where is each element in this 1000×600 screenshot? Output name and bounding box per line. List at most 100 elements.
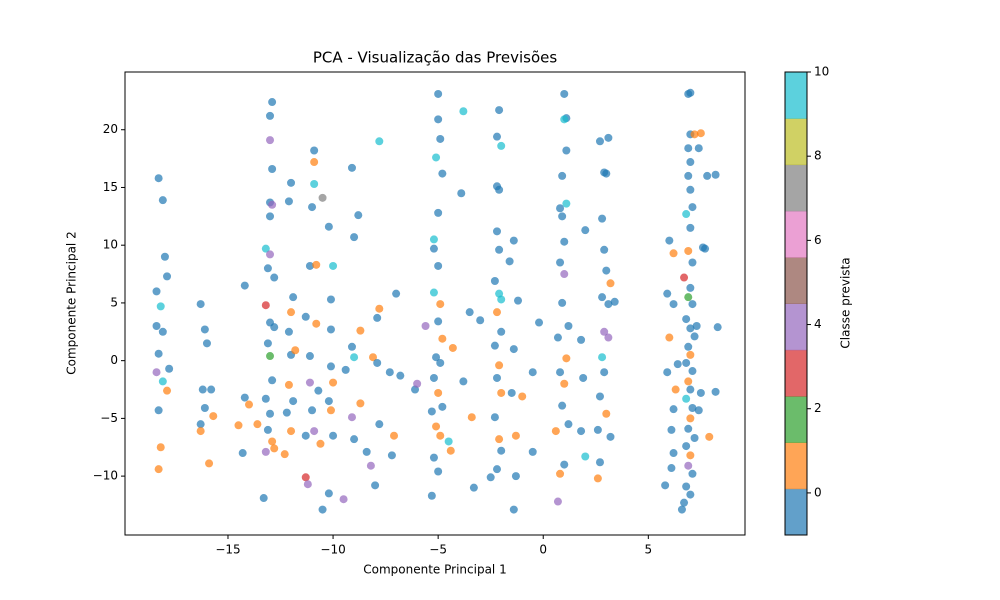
scatter-point <box>686 350 695 359</box>
scatter-point <box>266 352 275 361</box>
scatter-point <box>163 272 172 281</box>
scatter-point <box>497 388 506 397</box>
scatter-point <box>270 323 279 332</box>
scatter-point <box>556 368 565 377</box>
scatter-point <box>686 451 695 460</box>
scatter-point <box>511 472 520 481</box>
scatter-point <box>280 450 289 459</box>
scatter-point <box>469 483 478 492</box>
scatter-point <box>350 435 359 444</box>
scatter-point <box>457 189 466 198</box>
scatter-point <box>509 505 518 514</box>
scatter-point <box>261 447 270 456</box>
scatter-point <box>593 474 602 483</box>
scatter-point <box>682 442 691 451</box>
scatter-point <box>713 323 722 332</box>
scatter-point <box>268 164 277 173</box>
scatter-point <box>312 319 321 328</box>
scatter-point <box>604 300 613 309</box>
scatter-point <box>495 245 504 254</box>
scatter-point <box>682 482 691 491</box>
scatter-point <box>268 200 277 209</box>
scatter-point <box>595 137 604 146</box>
scatter-point <box>324 222 333 231</box>
scatter-point <box>196 427 205 436</box>
scatter-point <box>266 212 275 221</box>
scatter-point <box>602 266 611 275</box>
scatter-point <box>362 447 371 456</box>
colorbar-tick-label: 0 <box>814 485 822 499</box>
scatter-point <box>341 365 350 374</box>
scatter-point <box>467 413 476 422</box>
x-tick-label: −10 <box>320 543 345 557</box>
scatter-point <box>606 432 615 441</box>
scatter-point <box>287 178 296 187</box>
scatter-point <box>373 313 382 322</box>
colorbar-segment <box>785 72 807 119</box>
scatter-point <box>593 425 602 434</box>
scatter-point <box>240 281 249 290</box>
scatter-point <box>198 385 207 394</box>
scatter-point <box>354 211 363 220</box>
colorbar-tick-label: 8 <box>814 149 822 163</box>
scatter-point <box>261 244 270 253</box>
scatter-point <box>604 133 613 142</box>
scatter-point <box>429 288 438 297</box>
scatter-point <box>556 204 565 213</box>
scatter-point <box>682 210 691 219</box>
scatter-point <box>688 258 697 267</box>
scatter-point <box>308 203 317 212</box>
scatter-point <box>434 115 443 124</box>
scatter-point <box>301 312 310 321</box>
scatter-point <box>493 308 501 317</box>
scatter-point <box>556 258 565 267</box>
scatter-point <box>266 136 275 145</box>
scatter-point <box>486 473 495 482</box>
scatter-point <box>604 333 613 342</box>
scatter-point <box>240 393 249 402</box>
scatter-point <box>476 316 485 325</box>
scatter-point <box>493 373 501 382</box>
scatter-point <box>684 246 693 255</box>
scatter-point <box>705 432 714 441</box>
scatter-point <box>577 427 586 436</box>
scatter-point <box>429 373 438 382</box>
scatter-point <box>308 406 317 415</box>
scatter-point <box>562 146 571 155</box>
scatter-point <box>329 261 338 270</box>
scatter-point <box>284 197 293 206</box>
scatter-point <box>669 249 678 258</box>
scatter-point <box>266 409 275 418</box>
scatter-point <box>339 495 348 504</box>
scatter-point <box>369 353 377 362</box>
scatter-point <box>558 212 567 221</box>
scatter-point <box>268 437 277 446</box>
scatter-point <box>261 394 270 403</box>
scatter-point <box>413 379 422 388</box>
scatter-point <box>263 425 272 434</box>
scatter-point <box>156 302 165 311</box>
scatter-point <box>310 179 319 188</box>
scatter-point <box>205 459 214 468</box>
scatter-point <box>600 327 609 336</box>
scatter-point <box>711 387 720 396</box>
scatter-point <box>495 361 504 370</box>
scatter-point <box>259 494 268 503</box>
scatter-point <box>427 407 436 416</box>
scatter-point <box>495 435 504 444</box>
scatter-point <box>347 413 356 422</box>
scatter-point <box>665 333 674 342</box>
scatter-point <box>682 315 691 324</box>
scatter-point <box>665 236 674 245</box>
scatter-point <box>356 326 365 335</box>
scatter-point <box>497 446 506 455</box>
scatter-point <box>305 261 314 270</box>
scatter-point <box>436 134 445 143</box>
scatter-point <box>680 273 689 282</box>
scatter-point <box>558 171 567 180</box>
scatter-point <box>505 257 514 266</box>
colorbar-tick-label: 4 <box>814 317 822 331</box>
scatter-point <box>196 300 205 309</box>
colorbar-tick-label: 6 <box>814 233 822 247</box>
